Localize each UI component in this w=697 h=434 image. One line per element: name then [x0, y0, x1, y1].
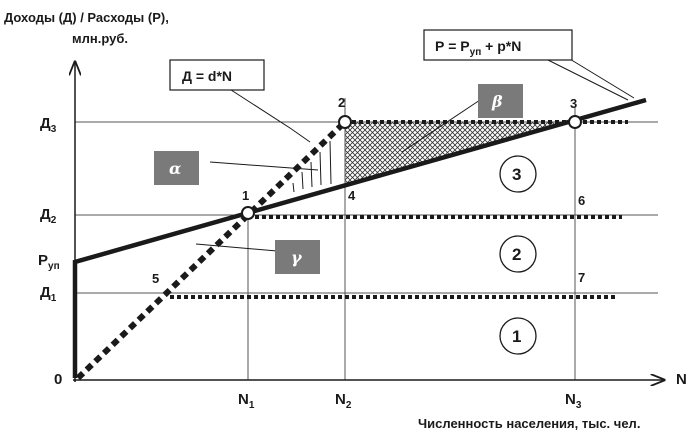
gamma-label: γ: [291, 248, 303, 267]
point-1-marker: [241, 206, 255, 220]
point-2-label: 2: [338, 95, 345, 110]
zone-2-circle: [499, 235, 537, 273]
y-tick-pup: Руп: [38, 252, 60, 272]
point-7-label: 7: [578, 270, 585, 285]
y-axis-title-line1: Доходы (Д) / Расходы (Р),: [4, 10, 169, 25]
dotted-levels: [170, 120, 628, 299]
x-tick-n2: N2: [335, 391, 352, 411]
point-3-marker: [568, 115, 582, 129]
y-tick-d1: Д1: [40, 284, 57, 304]
x-tick-n1: N1: [238, 391, 255, 411]
gamma-box: [275, 240, 320, 274]
point-2-marker: [338, 115, 352, 129]
point-4-label: 4: [348, 188, 356, 203]
zone-2-label: 2: [512, 245, 521, 264]
zone-3-circle: [499, 155, 537, 193]
expense-formula: Р = Руп + р*N: [435, 38, 521, 58]
y-axis-title-line2: млн.руб.: [72, 31, 128, 46]
point-5-label: 5: [152, 271, 159, 286]
point-1-label: 1: [242, 188, 249, 203]
origin-label: 0: [54, 371, 62, 388]
income-formula-box: [169, 59, 265, 91]
point-6-label: 6: [578, 193, 585, 208]
y-tick-d2: Д2: [40, 206, 57, 226]
zone-3-label: 3: [512, 165, 521, 184]
alpha-hatch-lines: [292, 140, 332, 193]
zone-1-label: 1: [512, 327, 521, 346]
x-tick-n3: N3: [565, 391, 582, 411]
income-formula: Д = d*N: [182, 68, 232, 84]
alpha-label: α: [169, 159, 181, 178]
expense-formula-box: [423, 29, 573, 61]
x-axis-caption: Численность населения, тыс. чел.: [418, 416, 640, 431]
x-axis-symbol: N: [676, 371, 687, 388]
beta-box: [478, 84, 523, 118]
income-line: [75, 119, 348, 381]
beta-label: β: [491, 92, 503, 111]
point-3-label: 3: [570, 96, 577, 111]
y-tick-d3: Д3: [40, 115, 57, 135]
zone-1-circle: [499, 317, 537, 355]
alpha-box: [154, 151, 199, 185]
